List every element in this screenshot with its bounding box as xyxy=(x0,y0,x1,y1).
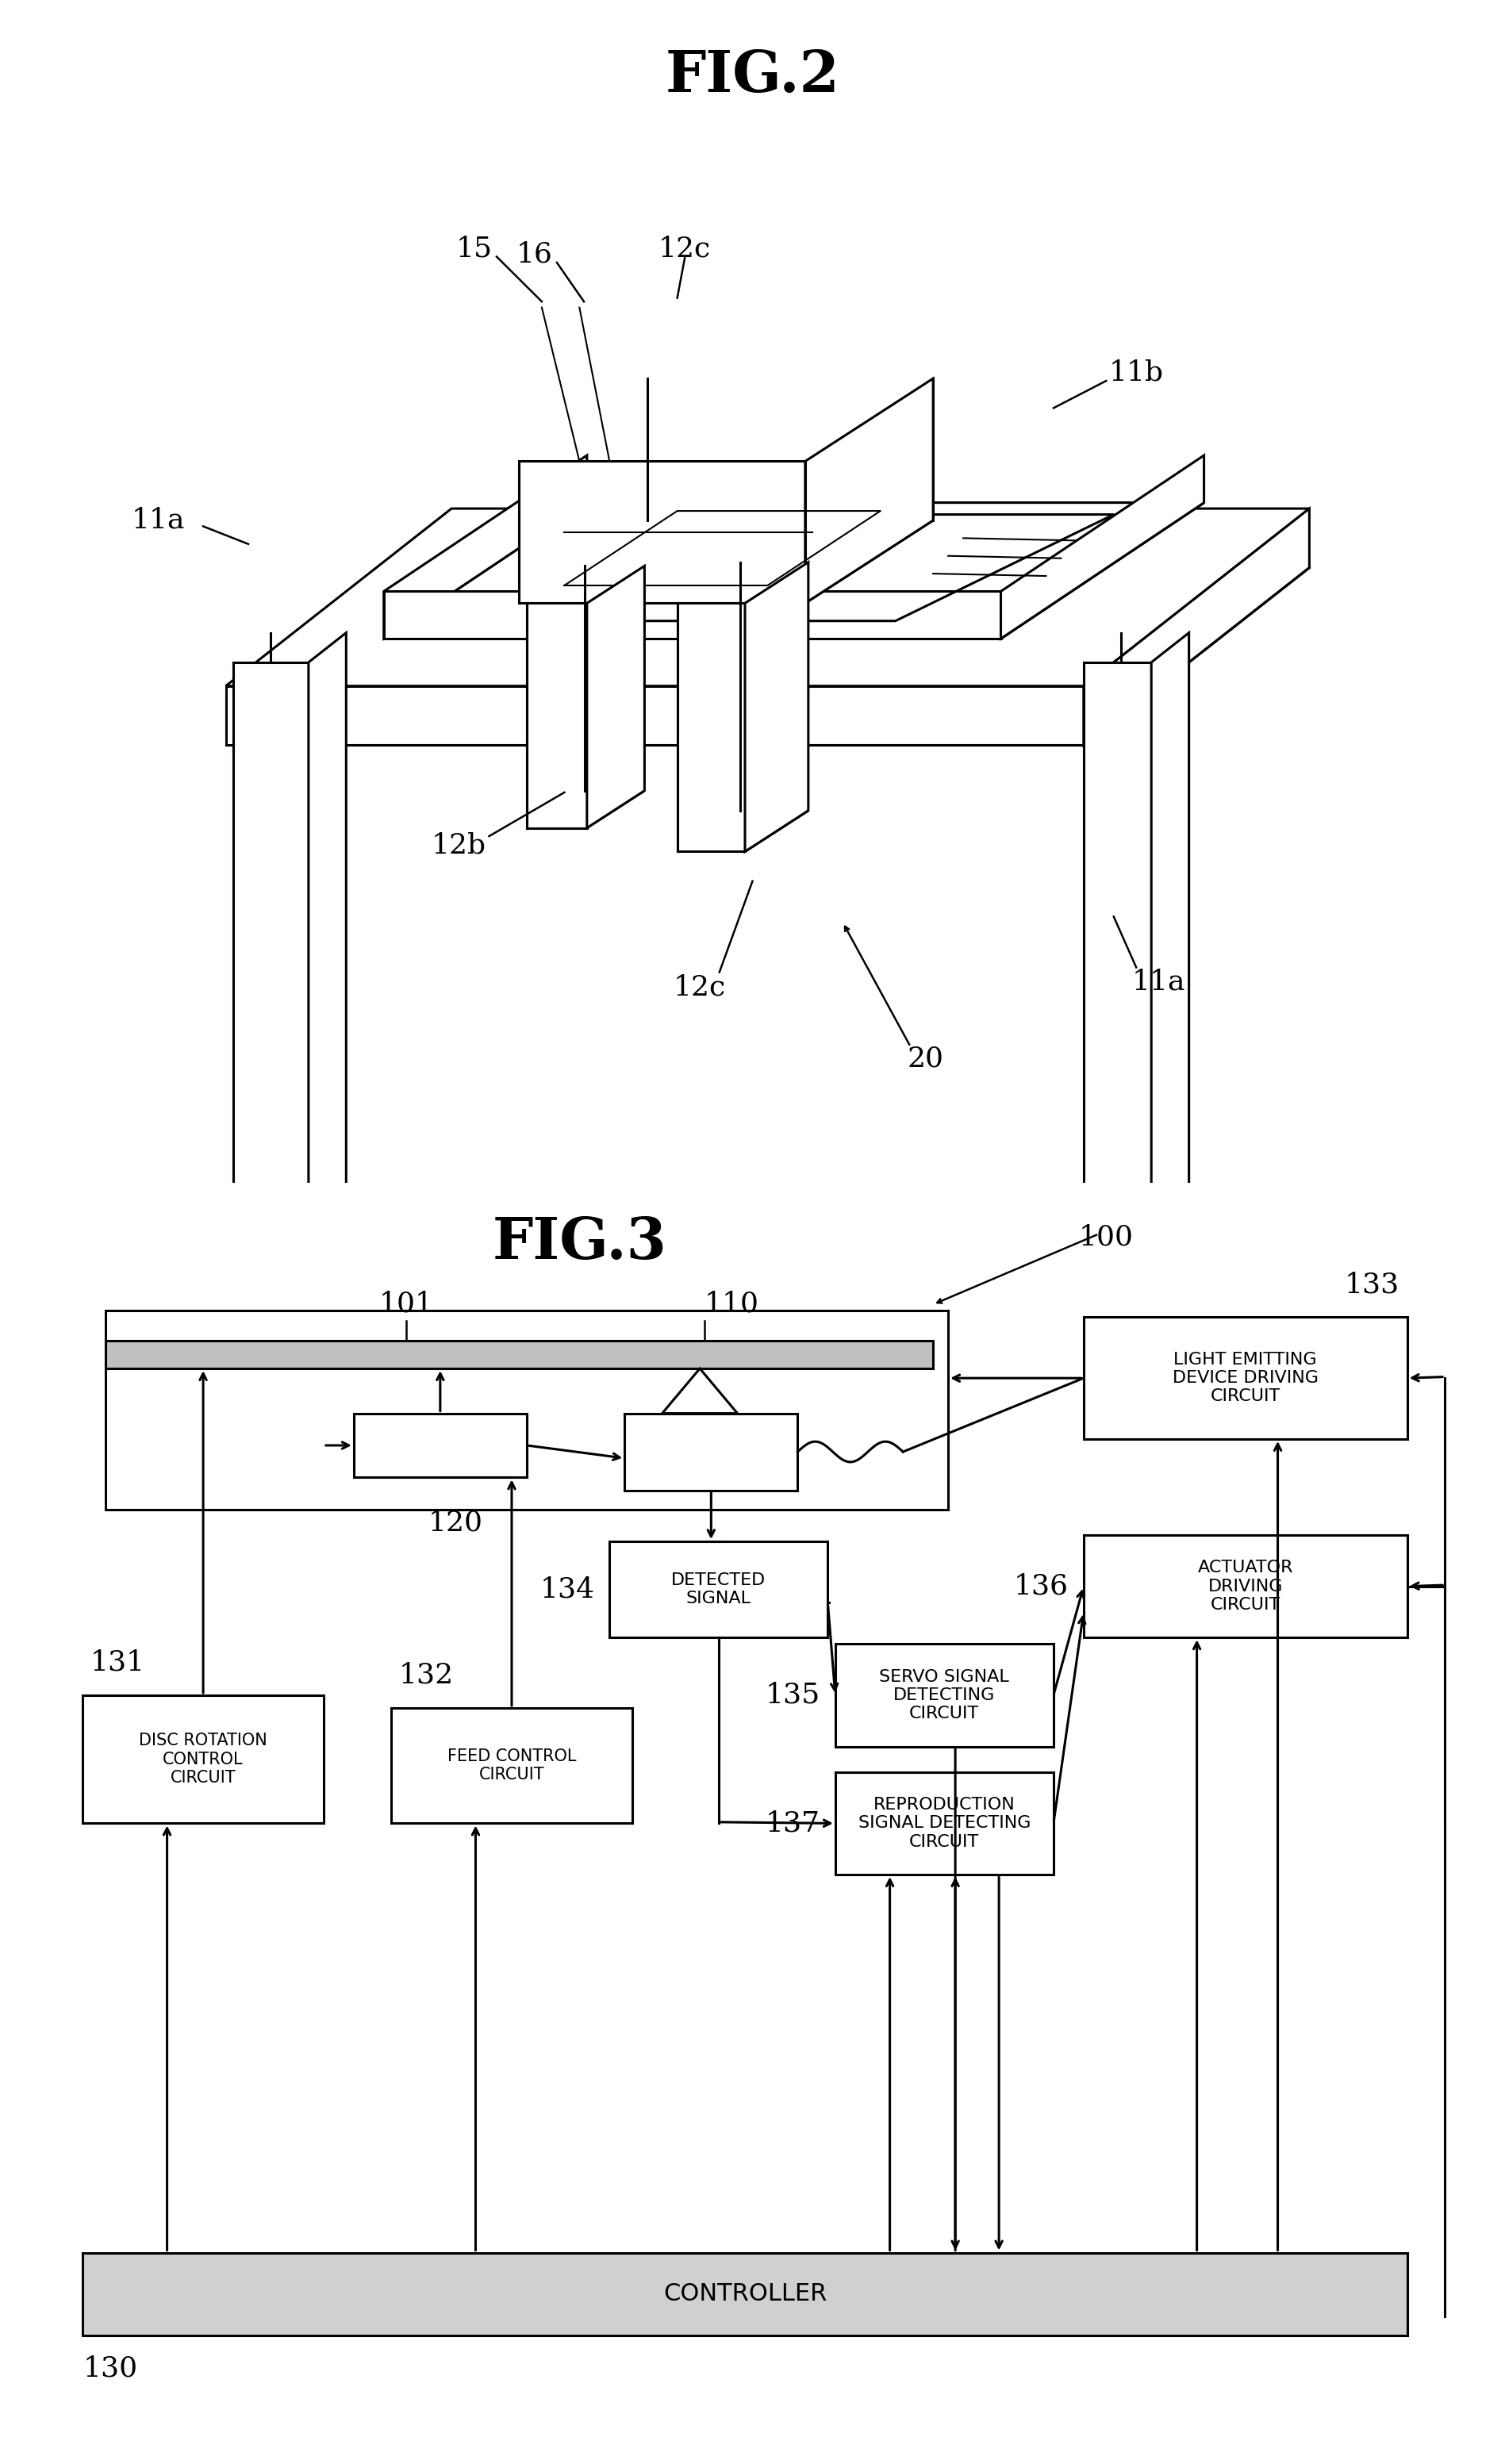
Text: 136: 136 xyxy=(1014,1572,1069,1599)
Polygon shape xyxy=(233,1247,346,1276)
Bar xyxy=(625,1414,798,1491)
Polygon shape xyxy=(677,811,808,853)
Polygon shape xyxy=(1084,663,1151,1254)
Text: SERVO SIGNAL
DETECTING
CIRCUIT: SERVO SIGNAL DETECTING CIRCUIT xyxy=(879,1668,1010,1722)
Polygon shape xyxy=(226,508,1309,685)
Text: DETECTED
SIGNAL: DETECTED SIGNAL xyxy=(671,1572,766,1607)
Text: 12c: 12c xyxy=(659,234,710,261)
Polygon shape xyxy=(527,791,644,828)
Bar xyxy=(83,2252,1407,2336)
Polygon shape xyxy=(1001,456,1204,638)
Text: 11a: 11a xyxy=(1132,968,1186,995)
Polygon shape xyxy=(226,685,1084,744)
Polygon shape xyxy=(519,461,805,604)
Text: FEED CONTROL
CIRCUIT: FEED CONTROL CIRCUIT xyxy=(447,1749,576,1784)
Polygon shape xyxy=(384,591,1001,638)
Polygon shape xyxy=(587,567,644,828)
Text: 100: 100 xyxy=(1079,1225,1133,1252)
Polygon shape xyxy=(384,503,1204,638)
Bar xyxy=(354,1414,527,1478)
Bar xyxy=(1084,1535,1407,1639)
Polygon shape xyxy=(1084,1225,1189,1254)
Text: 11b: 11b xyxy=(1109,360,1163,387)
Text: 120: 120 xyxy=(427,1510,483,1538)
Polygon shape xyxy=(805,379,933,604)
Text: 110: 110 xyxy=(704,1291,759,1318)
Text: CONTROLLER: CONTROLLER xyxy=(664,2282,826,2306)
Text: 131: 131 xyxy=(90,1648,144,1676)
Text: 12b: 12b xyxy=(432,833,486,860)
Polygon shape xyxy=(670,520,865,567)
Polygon shape xyxy=(309,633,346,1276)
Polygon shape xyxy=(233,663,309,1276)
Polygon shape xyxy=(677,604,745,853)
Text: 137: 137 xyxy=(766,1811,820,1836)
Text: 133: 133 xyxy=(1344,1271,1400,1299)
Polygon shape xyxy=(670,498,798,567)
Bar xyxy=(835,1772,1054,1875)
Polygon shape xyxy=(1151,633,1189,1254)
Text: 132: 132 xyxy=(399,1661,453,1688)
Text: 20: 20 xyxy=(908,1045,944,1072)
Polygon shape xyxy=(527,604,587,828)
Text: 130: 130 xyxy=(83,2356,137,2383)
Bar xyxy=(835,1643,1054,1747)
Text: 16: 16 xyxy=(516,241,552,269)
Polygon shape xyxy=(1084,508,1309,744)
Bar xyxy=(391,1708,632,1823)
Text: 11a: 11a xyxy=(131,508,185,535)
Bar xyxy=(83,1695,324,1823)
Text: 134: 134 xyxy=(540,1577,594,1604)
Text: 15: 15 xyxy=(456,234,492,261)
Text: ACTUATOR
DRIVING
CIRCUIT: ACTUATOR DRIVING CIRCUIT xyxy=(1198,1560,1293,1611)
Text: 135: 135 xyxy=(765,1683,820,1708)
Polygon shape xyxy=(384,503,1204,638)
Text: 12c: 12c xyxy=(674,973,725,1000)
Text: LIGHT EMITTING
DEVICE DRIVING
CIRCUIT: LIGHT EMITTING DEVICE DRIVING CIRCUIT xyxy=(1172,1353,1318,1404)
Bar xyxy=(105,1340,933,1368)
Text: DISC ROTATION
CONTROL
CIRCUIT: DISC ROTATION CONTROL CIRCUIT xyxy=(138,1732,268,1786)
Polygon shape xyxy=(662,1368,737,1414)
Text: FIG.3: FIG.3 xyxy=(492,1215,667,1271)
Bar xyxy=(1084,1318,1407,1439)
Text: REPRODUCTION
SIGNAL DETECTING
CIRCUIT: REPRODUCTION SIGNAL DETECTING CIRCUIT xyxy=(858,1796,1031,1850)
Bar xyxy=(610,1542,828,1639)
Text: FIG.2: FIG.2 xyxy=(665,47,840,103)
Polygon shape xyxy=(745,562,808,853)
Bar xyxy=(105,1311,948,1510)
Polygon shape xyxy=(519,520,933,604)
Text: 101: 101 xyxy=(379,1291,433,1318)
Polygon shape xyxy=(384,456,587,638)
